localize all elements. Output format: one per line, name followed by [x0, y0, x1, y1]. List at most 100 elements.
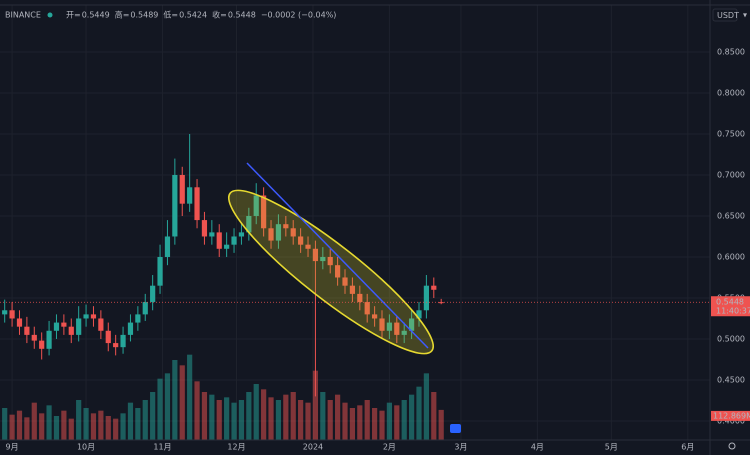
candle-body [357, 293, 363, 303]
countdown: 11:40:37 [716, 307, 750, 316]
x-tick-label: 10月 [77, 443, 95, 452]
volume-bar [401, 400, 407, 440]
volume-bar [283, 394, 289, 440]
candle-body [431, 285, 437, 290]
volume-bar [16, 410, 23, 440]
y-tick-label: 0.8500 [717, 47, 745, 56]
volume-bar [24, 417, 30, 440]
candle-body [105, 330, 111, 344]
currency[interactable]: USDT [717, 11, 739, 20]
candle-body [386, 322, 393, 331]
currency-caret[interactable]: ▾ [743, 11, 747, 20]
candle-body [261, 195, 267, 229]
volume-bar [46, 405, 52, 440]
volume-bar [127, 402, 134, 440]
candle-body [290, 228, 296, 237]
x-tick-label: 5月 [605, 443, 618, 452]
volume-bar [90, 413, 97, 440]
volume-tag-box [711, 410, 750, 421]
volume-bar [305, 402, 311, 440]
y-tick-label: 0.6500 [717, 211, 745, 220]
y-tick-label: 0.6000 [717, 252, 745, 261]
ohlc-value: 0.5449 [82, 11, 110, 20]
candle-body [120, 334, 126, 348]
candle-body [68, 326, 74, 335]
volume-bar [246, 392, 252, 440]
candle-body [224, 244, 230, 249]
volume-bar [224, 397, 230, 440]
volume-bar [31, 402, 37, 440]
x-tick-label: 11月 [153, 443, 171, 452]
y-tick-label: 0.4500 [717, 375, 745, 384]
volume-bar [83, 408, 89, 440]
volume-bar [150, 392, 156, 440]
volume-bar [275, 400, 282, 440]
candle-body [46, 330, 52, 349]
candle-body [83, 314, 89, 319]
price-tag: 0.5448 [716, 298, 744, 307]
candle-body [408, 318, 415, 331]
x-tick-label: 9月 [6, 443, 19, 452]
x-tick-label: 12月 [227, 443, 245, 452]
volume-bar [113, 418, 119, 440]
volume-bar [372, 408, 378, 440]
volume-bar [298, 400, 304, 440]
volume-bar [416, 386, 422, 440]
volume-bar [335, 394, 341, 440]
y-tick-label: 0.7000 [717, 170, 745, 179]
candle-body [438, 302, 444, 304]
candle-body [275, 224, 282, 241]
candle-body [416, 310, 422, 319]
candle-body [90, 314, 97, 319]
volume-bar [394, 405, 400, 440]
candle-body [312, 248, 319, 262]
candle-body [150, 285, 156, 303]
flag-icon[interactable] [450, 424, 461, 433]
candle-body [364, 302, 370, 315]
trend-line[interactable] [246, 162, 429, 349]
candle-body [372, 314, 378, 319]
ohlc-label: 收= [212, 10, 227, 20]
candle-body [113, 343, 119, 348]
candle-body [76, 318, 82, 335]
candle-body [98, 318, 104, 331]
candle-body [246, 215, 252, 233]
candle-body [379, 318, 385, 331]
candle-body [305, 244, 311, 249]
candle-body [135, 314, 141, 323]
volume-bar [172, 360, 178, 440]
currency-button[interactable] [712, 8, 738, 22]
volume-bar [164, 373, 171, 440]
volume-bar [357, 405, 363, 440]
candle-body [401, 330, 407, 335]
volume-bar [238, 400, 245, 440]
settings-icon[interactable] [728, 442, 736, 450]
ellipse-drawing[interactable] [214, 172, 449, 372]
x-tick-label: 2024 [303, 443, 323, 452]
volume-bar [201, 392, 208, 440]
candle-body [394, 322, 400, 335]
volume-bar [268, 397, 274, 440]
volume-bar [68, 418, 74, 440]
exchange: BINANCE [5, 11, 41, 20]
volume-bar [431, 392, 437, 440]
y-tick-label: 0.7500 [717, 129, 745, 138]
candle-body [164, 236, 171, 257]
volume-bar [179, 365, 185, 440]
price-tag-box [711, 296, 750, 317]
candle-body [423, 285, 429, 311]
candle-body [157, 256, 163, 286]
volume-bar [2, 408, 8, 440]
candle-body [9, 310, 15, 319]
volume-bar [290, 392, 296, 440]
volume-bar [216, 400, 222, 440]
ohlc-value: 0.5489 [130, 11, 158, 20]
volume-bar [423, 373, 429, 440]
candle-body [209, 232, 215, 237]
candle-body [142, 302, 148, 315]
y-tick-label: 0.8000 [717, 88, 745, 97]
volume-bar [105, 416, 111, 440]
volume-bar [342, 402, 348, 440]
volume-bar [231, 402, 237, 440]
candle-body [179, 174, 185, 204]
